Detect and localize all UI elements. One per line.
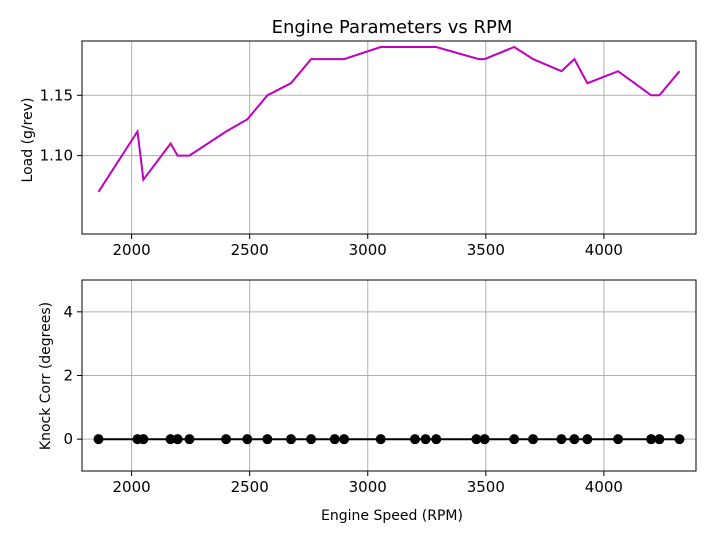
x-tick-label: 3000	[349, 478, 387, 496]
data-point	[569, 434, 580, 445]
data-point	[509, 434, 520, 445]
y-tick-label: 1.10	[40, 147, 73, 165]
top-axes-load: 2000 2500 3000 3500 4000 1.10 1.15	[40, 40, 697, 259]
chart-title: Engine Parameters vs RPM	[272, 17, 513, 38]
bottom-axes-knock: 2000 2500 3000 3500 4000 0 2 4	[63, 279, 697, 496]
data-point	[165, 434, 176, 445]
x-tick-label: 3500	[467, 241, 505, 259]
data-point	[613, 434, 624, 445]
y-tick-label: 4	[63, 303, 73, 321]
data-point	[654, 434, 665, 445]
data-point	[479, 434, 490, 445]
data-point	[242, 434, 253, 445]
data-point	[375, 434, 386, 445]
x-tick-label: 3500	[467, 478, 505, 496]
data-point	[339, 434, 350, 445]
data-point	[184, 434, 195, 445]
x-tick-label: 2500	[231, 241, 269, 259]
x-axis-label: Engine Speed (RPM)	[321, 508, 463, 524]
data-point	[556, 434, 567, 445]
data-point	[409, 434, 420, 445]
axes-frame	[81, 40, 697, 235]
x-tick-label: 2000	[112, 478, 150, 496]
data-point	[431, 434, 442, 445]
data-point	[138, 434, 149, 445]
x-tick-label: 4000	[585, 478, 623, 496]
bottom-y-axis-label: Knock Corr (degrees)	[38, 302, 54, 450]
series-line	[97, 45, 681, 193]
data-point	[471, 434, 482, 445]
y-tick-label: 0	[63, 430, 73, 448]
data-point	[646, 434, 657, 445]
data-point	[93, 434, 104, 445]
x-tick-label: 2500	[231, 478, 269, 496]
data-point	[329, 434, 340, 445]
data-point	[674, 434, 685, 445]
data-point	[306, 434, 317, 445]
data-point	[285, 434, 296, 445]
data-point	[420, 434, 431, 445]
y-tick-label: 2	[63, 367, 73, 385]
data-point	[221, 434, 232, 445]
data-point	[582, 434, 593, 445]
top-y-axis-label: Load (g/rev)	[20, 98, 36, 183]
data-point	[172, 434, 183, 445]
x-tick-label: 2000	[112, 241, 150, 259]
y-tick-label: 1.15	[40, 86, 73, 104]
x-tick-label: 4000	[585, 241, 623, 259]
x-tick-label: 3000	[349, 241, 387, 259]
data-point	[262, 434, 273, 445]
data-point	[528, 434, 539, 445]
